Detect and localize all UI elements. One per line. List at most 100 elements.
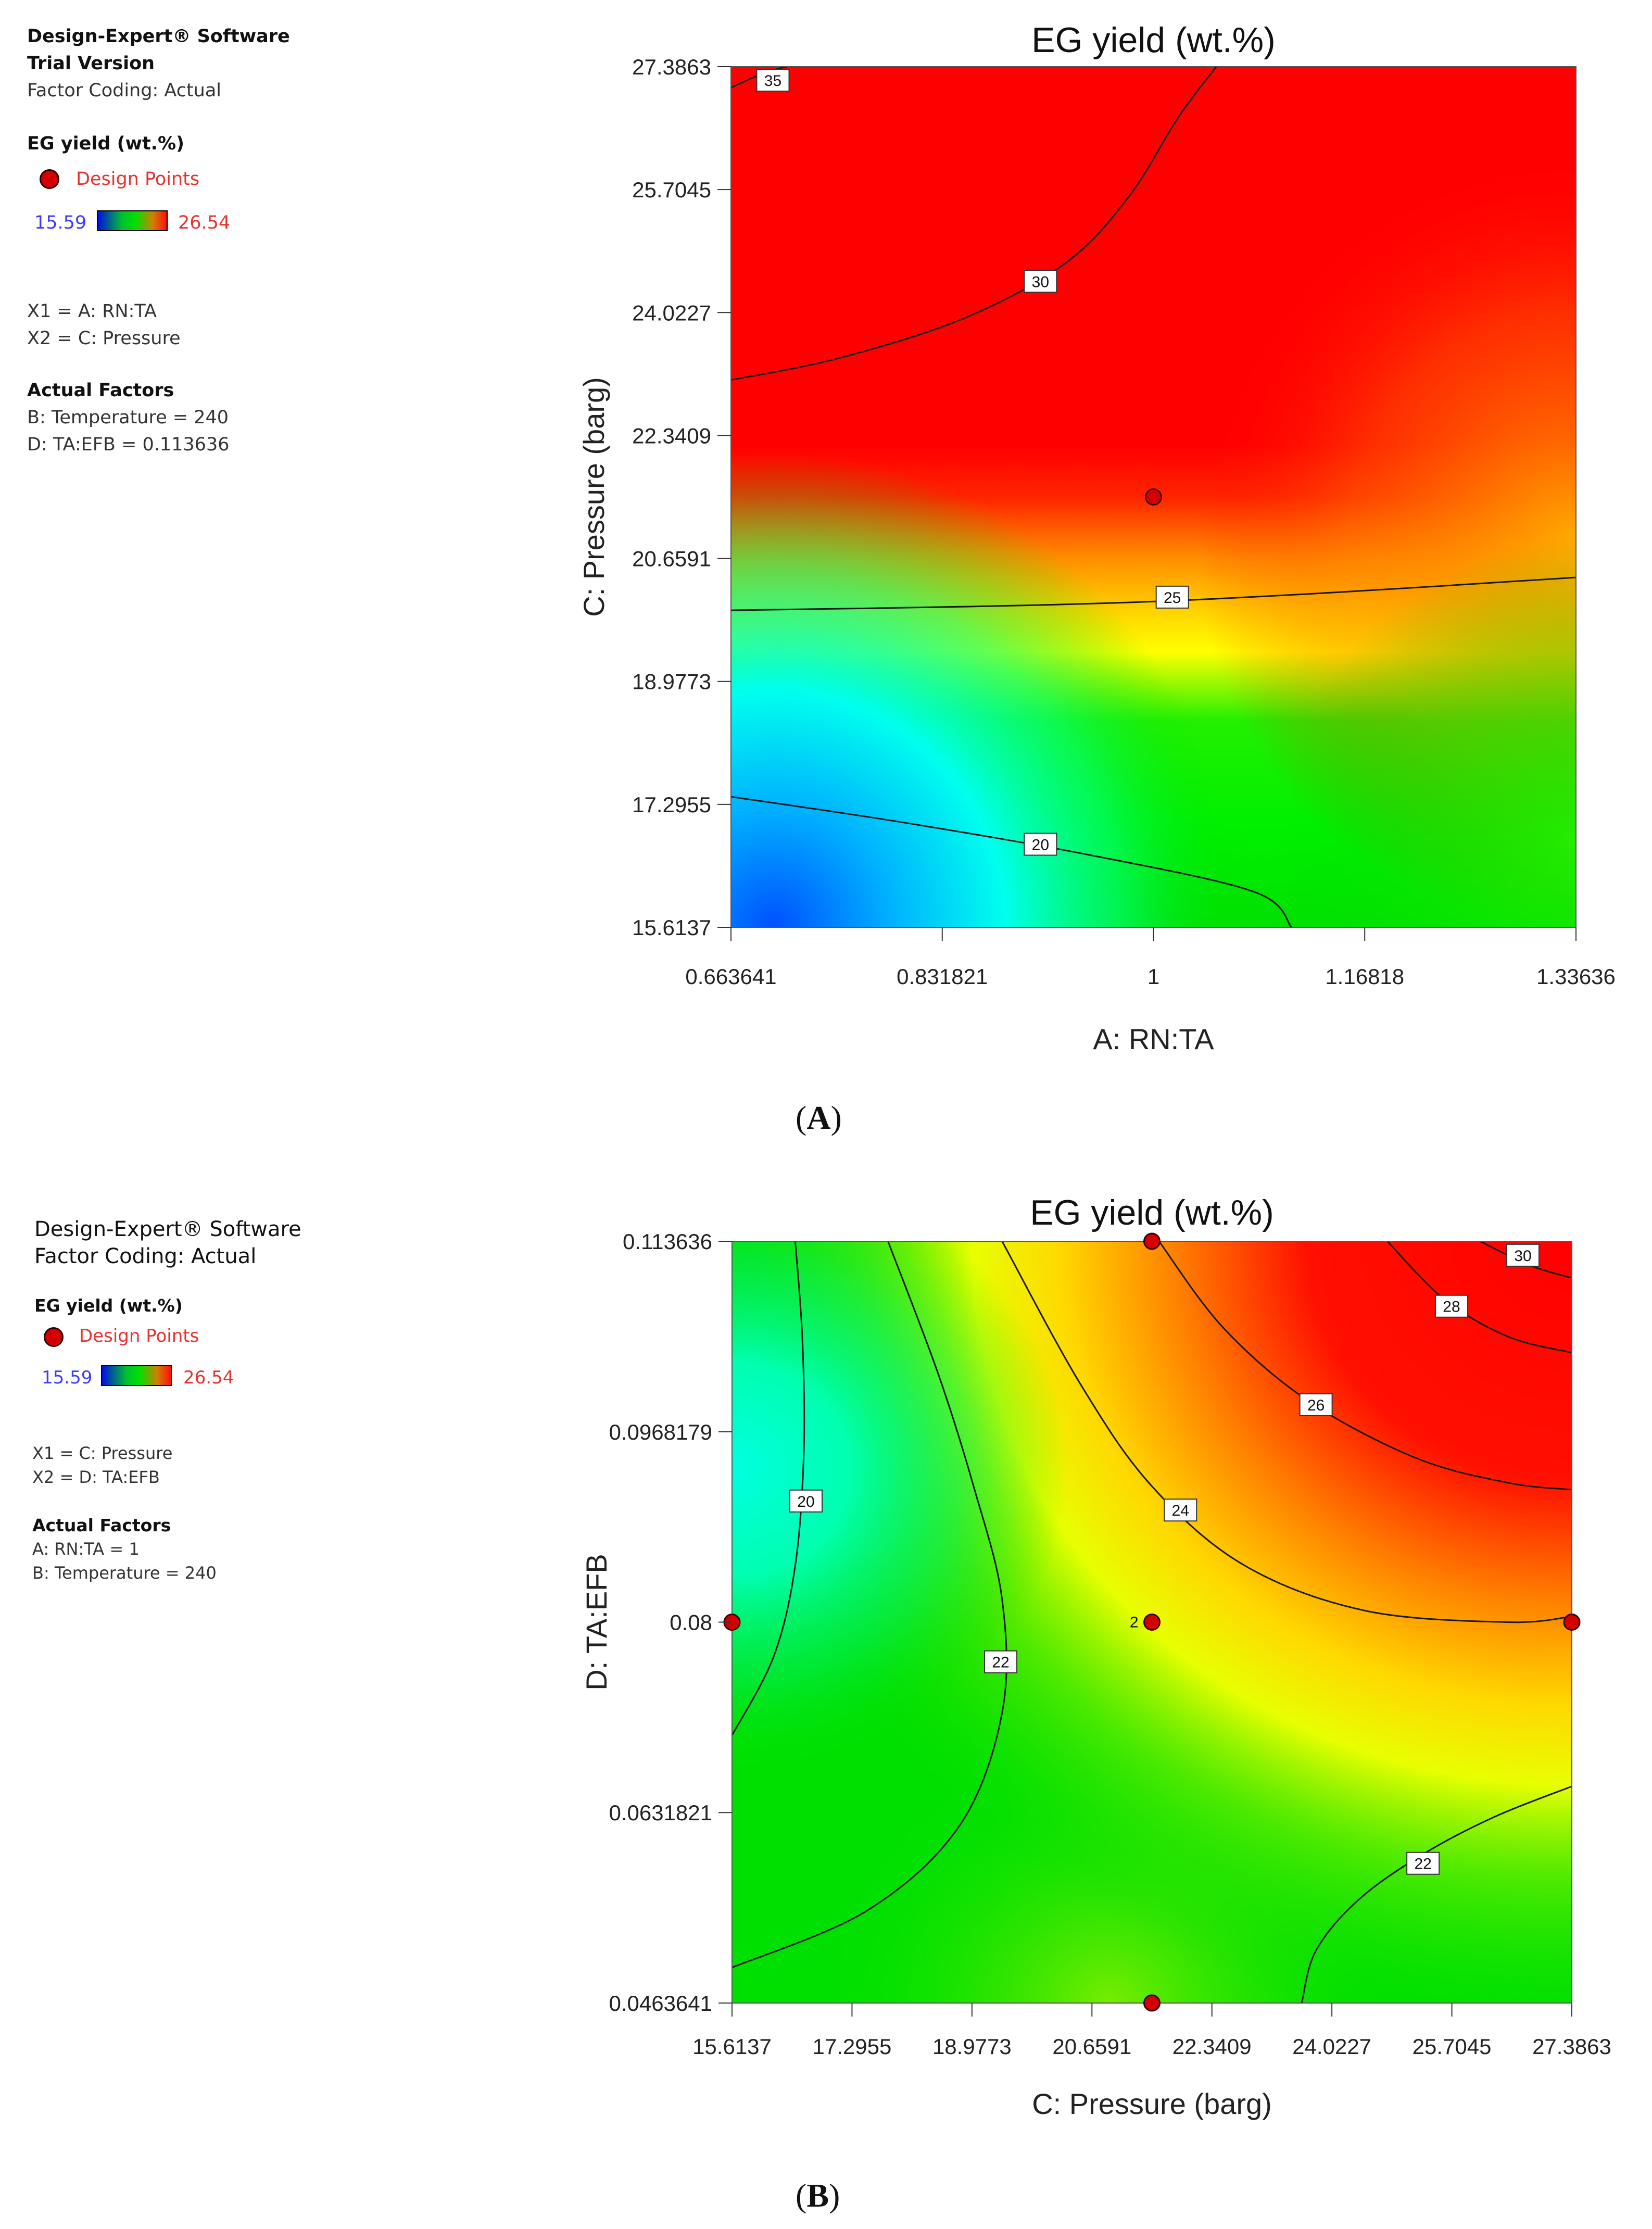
x-tick-label: 17.2955 — [813, 2034, 892, 2059]
y-tick-label: 17.2955 — [632, 792, 711, 817]
y-tick-label: 20.6591 — [632, 547, 711, 571]
caption-b: (B) — [796, 2177, 840, 2214]
x-tick-label: 25.7045 — [1413, 2034, 1492, 2059]
contour-label-box — [1024, 833, 1057, 856]
contour-labels-b: 20 22 24 26 28 30 22 — [789, 1243, 1540, 1875]
y-tick-label: 15.6137 — [632, 915, 711, 940]
x-tick-label: 15.6137 — [692, 2034, 772, 2059]
y-tick-label: 0.113636 — [623, 1229, 712, 1254]
legend-min: 15.59 — [42, 1367, 93, 1388]
axes-b: EG yield (wt.%) 15.6137 17.2955 18.9773 20.6… — [580, 1193, 1611, 2120]
x-axis-label: A: RN:TA — [1093, 1023, 1214, 1055]
design-point-marker-icon — [40, 169, 59, 189]
x-tick-label: 20.6591 — [1052, 2034, 1131, 2059]
contour-label-text: 30 — [1514, 1248, 1531, 1265]
edition-label: Trial Version — [27, 53, 155, 74]
actual-factor-line: A: RN:TA = 1 — [32, 1539, 140, 1559]
actual-factor-line: B: Temperature = 240 — [27, 407, 229, 428]
plot-b-surface — [732, 1241, 1572, 2003]
contour-label-box — [1024, 270, 1057, 293]
y-tick-label: 0.0463641 — [609, 1991, 712, 2016]
contour-label-text: 22 — [992, 1654, 1009, 1671]
caption-letter: B — [806, 2177, 829, 2214]
x-tick-label: 22.3409 — [1172, 2034, 1252, 2059]
contour-label-box — [1164, 1498, 1197, 1522]
contour-label-text: 28 — [1443, 1299, 1460, 1316]
contour-label-box — [756, 69, 790, 92]
actual-factor-line: D: TA:EFB = 0.113636 — [27, 434, 230, 455]
x-tick-label: 1.33636 — [1536, 964, 1616, 989]
contour-label-box — [1155, 585, 1189, 609]
y-tick-label: 24.0227 — [632, 300, 711, 325]
contour-label: 22 — [1406, 1852, 1440, 1875]
caption-a: (A) — [796, 1099, 842, 1136]
design-point — [1144, 488, 1162, 506]
color-scale-bar — [97, 210, 168, 231]
axes-a: EG yield (wt.%) 0.663641 0.831821 1 1.16818 1… — [577, 20, 1616, 1055]
response-title: EG yield (wt.%) — [27, 133, 185, 154]
contour-label: 22 — [984, 1650, 1018, 1673]
contour-label-text: 24 — [1172, 1502, 1189, 1519]
contour-label-text: 35 — [764, 72, 781, 90]
y-tick-label: 0.08 — [670, 1610, 712, 1635]
x-tick-label: 1 — [1147, 964, 1159, 989]
actual-factors-title: Actual Factors — [27, 380, 174, 401]
contour-label-text: 30 — [1032, 273, 1049, 291]
design-points-b: 2 — [723, 1232, 1581, 2012]
contour-label-text: 22 — [1414, 1856, 1431, 1873]
contour-line — [1001, 1241, 1572, 1623]
contour-label-text: 20 — [797, 1493, 814, 1510]
design-points-a — [1144, 488, 1162, 506]
contour-line — [1386, 1241, 1572, 1354]
design-point-marker-icon — [44, 1327, 64, 1347]
response-title: EG yield (wt.%) — [34, 1295, 183, 1316]
contour-label-text: 26 — [1307, 1397, 1325, 1414]
contour-label: 25 — [1155, 585, 1189, 609]
x-axis-label: C: Pressure (barg) — [1032, 2087, 1272, 2120]
contour-label-box — [1434, 1294, 1468, 1318]
plot-a-surface — [731, 67, 1576, 927]
contour-label: 26 — [1299, 1393, 1333, 1416]
contour-label-box — [789, 1489, 823, 1513]
factor-coding: Factor Coding: Actual — [27, 80, 222, 101]
contour-line — [1158, 1241, 1572, 1491]
legend-max: 26.54 — [183, 1367, 234, 1388]
contour-label-box — [1406, 1852, 1440, 1875]
y-tick-label: 25.7045 — [632, 178, 711, 202]
contour-label-box — [1506, 1243, 1540, 1267]
contour-label: 24 — [1164, 1498, 1197, 1522]
y-tick-label: 0.0631821 — [609, 1800, 712, 1825]
design-points-label: Design Points — [79, 1326, 199, 1346]
contour-line — [1301, 1785, 1572, 2003]
contour-labels-a: 35 30 25 20 — [756, 69, 1189, 856]
chart-title: EG yield (wt.%) — [1030, 1193, 1274, 1232]
design-points-label: Design Points — [76, 169, 200, 190]
x-tick-label: 0.831821 — [897, 964, 988, 989]
actual-factors-title: Actual Factors — [32, 1515, 171, 1535]
caption-letter: A — [806, 1099, 831, 1136]
x1-definition: X1 = A: RN:TA — [27, 301, 157, 322]
contour-label-text: 25 — [1164, 589, 1181, 607]
color-scale-bar — [101, 1365, 172, 1386]
contour-label-box — [1299, 1393, 1333, 1416]
y-tick-label: 0.0968179 — [609, 1420, 712, 1444]
contour-label: 20 — [789, 1489, 823, 1513]
design-point-count: 2 — [1130, 1614, 1139, 1631]
y-tick-label: 22.3409 — [632, 423, 711, 448]
contour-line — [731, 576, 1576, 611]
design-point — [1143, 1232, 1161, 1250]
x2-definition: X2 = C: Pressure — [27, 328, 181, 349]
contour-label: 28 — [1434, 1294, 1468, 1318]
factor-coding: Factor Coding: Actual — [34, 1244, 257, 1268]
software-name: Design-Expert® Software — [34, 1217, 301, 1241]
x1-definition: X1 = C: Pressure — [32, 1443, 173, 1463]
y-tick-label: 18.9773 — [632, 670, 711, 694]
legend-min: 15.59 — [34, 212, 87, 233]
software-name: Design-Expert® Software — [27, 26, 290, 47]
design-point — [1143, 1994, 1161, 2012]
legend-max: 26.54 — [178, 212, 231, 233]
plot-a: EG yield (wt.%) 0.663641 0.831821 1 1.16818 1… — [577, 20, 1616, 1055]
x-tick-label: 18.9773 — [932, 2034, 1012, 2059]
y-tick-label: 27.3863 — [632, 55, 711, 79]
